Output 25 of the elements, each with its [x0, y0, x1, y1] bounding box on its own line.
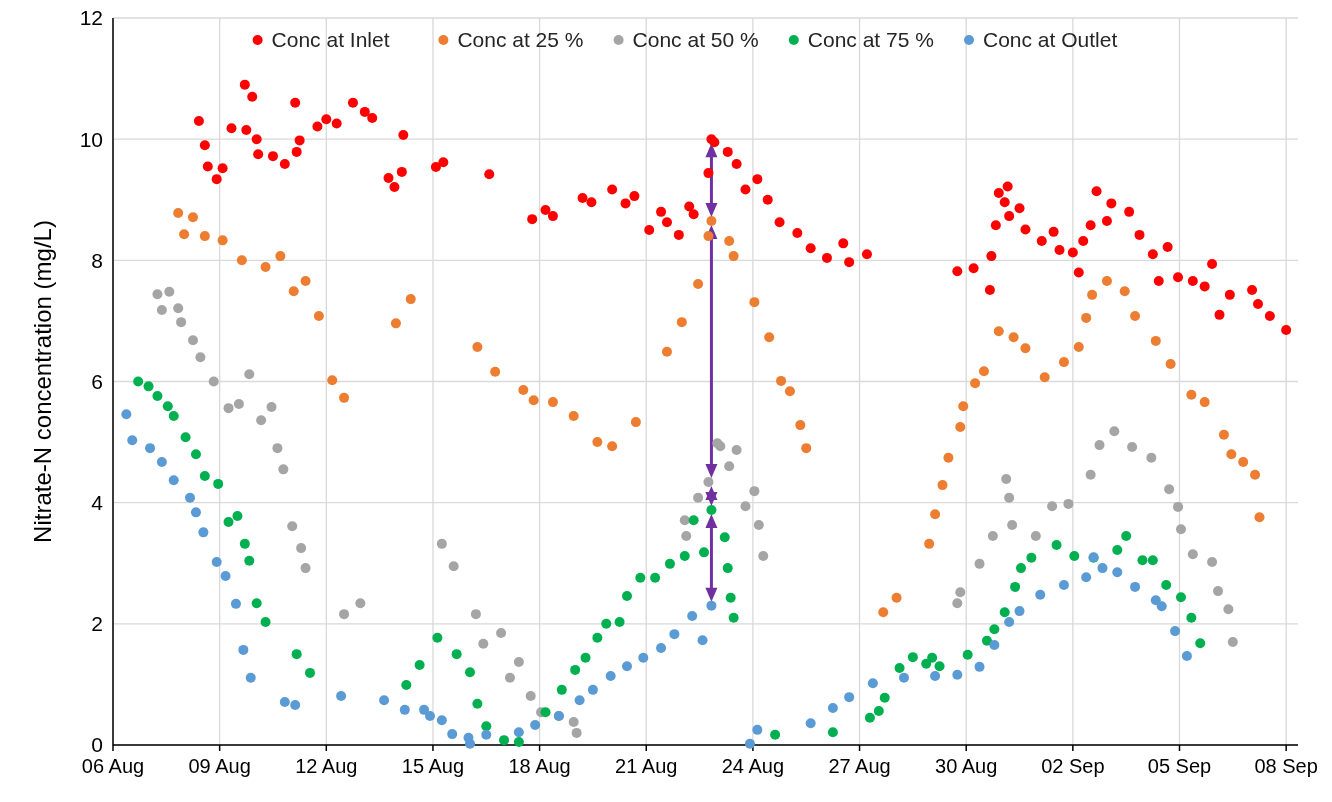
- x-tick-label: 09 Aug: [188, 755, 251, 777]
- legend-label: Conc at Outlet: [983, 28, 1118, 52]
- x-tick-label: 08 Sep: [1254, 755, 1318, 777]
- y-tick-label: 12: [79, 6, 103, 30]
- x-tick-label: 18 Aug: [508, 755, 571, 777]
- y-tick-label: 0: [91, 733, 103, 757]
- legend-label: Conc at Inlet: [271, 28, 390, 52]
- x-tick-label: 24 Aug: [721, 755, 785, 777]
- x-tick-label: 05 Sep: [1147, 755, 1212, 777]
- y-axis-title: Nitrate-N concentration (mg/L): [29, 220, 56, 543]
- x-tick-label: 27 Aug: [828, 755, 891, 777]
- y-tick-label: 8: [91, 248, 103, 272]
- y-tick-label: 10: [79, 127, 103, 151]
- y-tick-label: 4: [91, 491, 104, 515]
- legend-label: Conc at 75 %: [807, 28, 934, 52]
- legend-label: Conc at 50 %: [632, 28, 759, 52]
- y-tick-label: 2: [91, 612, 103, 636]
- x-tick-label: 15 Aug: [401, 755, 465, 777]
- y-tick-label: 6: [91, 369, 103, 393]
- x-tick-label: 06 Aug: [81, 755, 145, 777]
- x-tick-label: 02 Sep: [1041, 755, 1105, 777]
- legend-label: Conc at 25 %: [457, 28, 584, 52]
- x-tick-label: 12 Aug: [295, 755, 358, 777]
- x-tick-label: 30 Aug: [935, 755, 998, 777]
- x-tick-label: 21 Aug: [615, 755, 678, 777]
